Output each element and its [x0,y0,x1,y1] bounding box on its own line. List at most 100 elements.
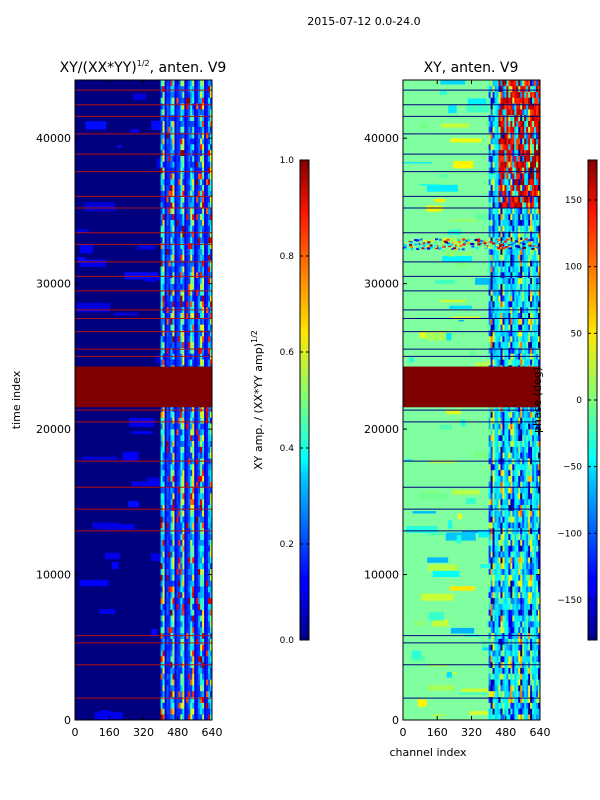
heatmap-cell [174,80,177,87]
heatmap-cell [184,481,187,488]
heatmap-cell [494,452,497,459]
heatmap-cell [168,103,171,110]
heatmap-cell [164,644,167,651]
heatmap-cell [194,80,197,87]
heatmap-cell [520,301,523,308]
heatmap-cell [504,708,507,715]
heatmap-cell [166,126,169,133]
heatmap-cell [164,475,167,482]
heatmap-cell [182,702,185,709]
heatmap-cell [162,696,165,703]
heatmap-cell [498,318,501,325]
heatmap-cell [160,184,163,191]
heatmap-cell [488,318,491,325]
heatmap-cell [194,330,197,337]
heatmap-cell [180,533,183,540]
heatmap-cell [182,341,185,348]
heatmap-cell [520,580,523,587]
heatmap-cell [490,533,493,540]
heatmap-cell [206,405,209,412]
heatmap-cell [188,155,191,162]
heatmap-cell [510,690,513,698]
heatmap-cell [200,656,203,663]
amplitude-x-ticks: 0 160 320 480 640 [72,80,223,739]
heatmap-cell [178,510,181,517]
heatmap-cell [204,702,207,709]
heatmap-cell [172,336,175,343]
heatmap-cell [164,539,167,546]
heatmap-cell [520,225,523,232]
heatmap-cell [196,254,199,261]
heatmap-cell [512,487,515,494]
heatmap-cell [174,173,177,180]
heatmap-cell [198,80,201,87]
heatmap-cell [498,597,501,604]
heatmap-cell [172,277,175,284]
heatmap-cell [190,539,193,546]
heatmap-cell [188,522,191,529]
heatmap-cell [194,673,197,680]
heatmap-cell [494,173,497,180]
heatmap-cell [522,545,525,552]
heatmap-cell [516,225,519,232]
heatmap-cell [192,149,195,156]
heatmap-cell [160,690,163,698]
heatmap-cell [206,144,209,151]
heatmap-cell [512,708,515,715]
heatmap-cell [180,85,183,92]
heatmap-cell [194,266,197,273]
heatmap-cell [512,266,515,273]
heatmap-cell [166,493,169,500]
heatmap-cell [194,283,197,290]
heatmap-cell [196,312,199,319]
heatmap-cell [208,562,211,570]
heatmap-cell [510,440,513,447]
heatmap-cell [192,667,195,674]
heatmap-cell [164,359,167,366]
heatmap-cell [174,609,177,616]
heatmap-cell [200,184,203,191]
heatmap-cell [77,257,86,263]
heatmap-cell [496,696,499,703]
heatmap-cell [210,557,212,564]
heatmap-cell [462,530,479,534]
heatmap-cell [206,539,209,546]
heatmap-cell [518,330,521,337]
heatmap-cell [174,178,177,186]
heatmap-cell [180,690,183,698]
heatmap-cell [188,237,191,244]
heatmap-cell [206,336,209,343]
heatmap-cell [190,498,193,506]
heatmap-cell [204,533,207,540]
heatmap-cell [160,621,163,628]
heatmap-cell [500,266,503,273]
heatmap-cell [162,481,165,488]
heatmap-cell [160,324,163,331]
heatmap-cell [182,225,185,232]
heatmap-cell [492,656,495,663]
heatmap-cell [202,574,205,581]
heatmap-cell [170,510,173,517]
heatmap-cell [508,644,511,651]
heatmap-cell [164,446,167,453]
heatmap-cell [182,85,185,92]
heatmap-cell [508,347,511,354]
heatmap-cell [520,283,523,290]
heatmap-cell [490,266,493,273]
heatmap-cell [178,685,181,692]
heatmap-cell [164,702,167,709]
heatmap-cell [170,80,173,87]
heatmap-cell [170,656,173,663]
heatmap-cell [198,225,201,232]
heatmap-cell [508,656,511,663]
heatmap-cell [176,283,179,290]
heatmap-cell [490,91,493,98]
heatmap-cell [200,254,203,261]
heatmap-cell [492,161,495,168]
heatmap-cell [166,248,169,255]
heatmap-cell [502,184,505,191]
heatmap-cell [510,673,513,680]
heatmap-cell [162,178,165,186]
heatmap-cell [79,259,106,267]
heatmap-cell [204,184,207,191]
